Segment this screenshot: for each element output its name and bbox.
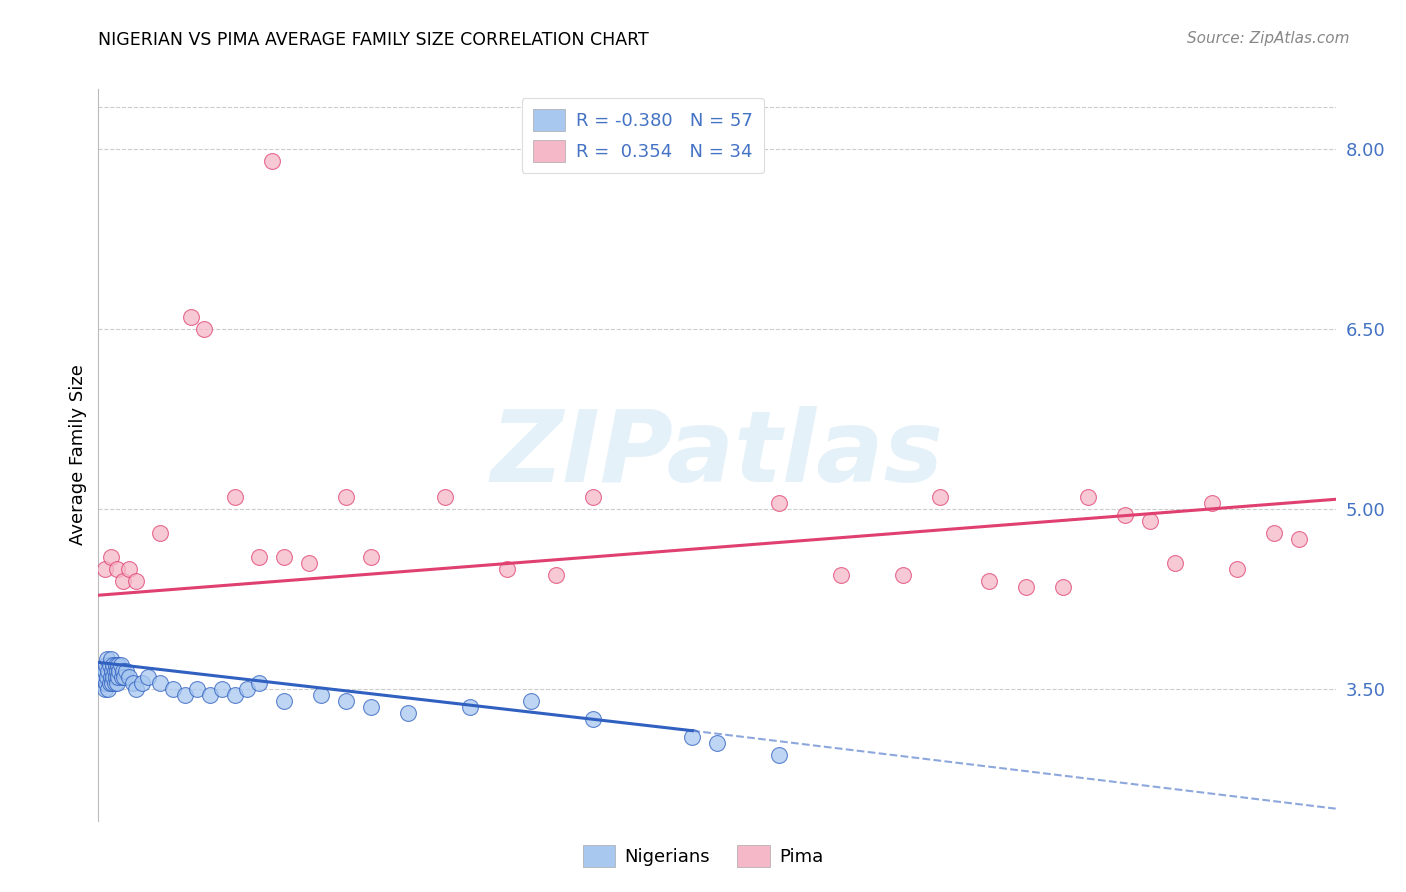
Y-axis label: Average Family Size: Average Family Size: [69, 365, 87, 545]
Point: [1201, 496, 1223, 510]
Point: [103, 670, 125, 684]
Point: [100, 652, 122, 666]
Point: [101, 664, 124, 678]
Point: [1052, 580, 1074, 594]
Point: [118, 670, 141, 684]
Point: [110, 657, 132, 672]
Point: [582, 712, 605, 726]
Point: [335, 490, 357, 504]
Point: [93, 664, 115, 678]
Text: ZIPatlas: ZIPatlas: [491, 407, 943, 503]
Point: [174, 688, 197, 702]
Point: [495, 562, 517, 576]
Point: [396, 706, 419, 720]
Point: [136, 670, 159, 684]
Point: [101, 675, 124, 690]
Point: [149, 525, 172, 540]
Point: [118, 562, 141, 576]
Point: [94, 675, 117, 690]
Point: [260, 154, 283, 169]
Point: [458, 699, 481, 714]
Point: [124, 574, 146, 588]
Point: [112, 664, 135, 678]
Point: [93, 681, 115, 696]
Point: [1263, 525, 1285, 540]
Point: [891, 567, 914, 582]
Point: [1114, 508, 1136, 522]
Point: [360, 549, 382, 564]
Point: [928, 490, 950, 504]
Point: [107, 670, 129, 684]
Text: Source: ZipAtlas.com: Source: ZipAtlas.com: [1187, 31, 1350, 46]
Point: [105, 675, 128, 690]
Point: [433, 490, 456, 504]
Point: [193, 322, 215, 336]
Point: [97, 664, 120, 678]
Point: [100, 549, 122, 564]
Point: [98, 675, 121, 690]
Point: [122, 675, 145, 690]
Point: [520, 694, 543, 708]
Point: [114, 664, 136, 678]
Point: [112, 670, 135, 684]
Point: [104, 670, 127, 684]
Point: [96, 670, 118, 684]
Legend: Nigerians, Pima: Nigerians, Pima: [576, 838, 830, 874]
Point: [186, 681, 208, 696]
Point: [180, 310, 202, 324]
Point: [1139, 514, 1161, 528]
Point: [104, 657, 127, 672]
Point: [98, 657, 121, 672]
Point: [236, 681, 259, 696]
Point: [211, 681, 233, 696]
Point: [273, 694, 295, 708]
Point: [224, 688, 246, 702]
Point: [91, 675, 114, 690]
Point: [131, 675, 153, 690]
Text: NIGERIAN VS PIMA AVERAGE FAMILY SIZE CORRELATION CHART: NIGERIAN VS PIMA AVERAGE FAMILY SIZE COR…: [98, 31, 650, 49]
Point: [224, 490, 246, 504]
Point: [149, 675, 172, 690]
Point: [768, 747, 790, 762]
Point: [1077, 490, 1099, 504]
Point: [1226, 562, 1249, 576]
Point: [103, 657, 125, 672]
Point: [105, 664, 128, 678]
Point: [105, 562, 128, 576]
Point: [247, 549, 270, 564]
Point: [94, 657, 117, 672]
Legend: R = -0.380   N = 57, R =  0.354   N = 34: R = -0.380 N = 57, R = 0.354 N = 34: [522, 98, 763, 173]
Point: [93, 562, 115, 576]
Point: [360, 699, 382, 714]
Point: [1288, 532, 1310, 546]
Point: [273, 549, 295, 564]
Point: [681, 730, 703, 744]
Point: [198, 688, 221, 702]
Point: [103, 675, 125, 690]
Point: [107, 657, 129, 672]
Point: [582, 490, 605, 504]
Point: [97, 681, 120, 696]
Point: [335, 694, 357, 708]
Point: [298, 556, 321, 570]
Point: [1015, 580, 1038, 594]
Point: [309, 688, 332, 702]
Point: [1164, 556, 1187, 570]
Point: [108, 664, 131, 678]
Point: [162, 681, 184, 696]
Point: [979, 574, 1001, 588]
Point: [96, 652, 118, 666]
Point: [706, 736, 728, 750]
Point: [546, 567, 568, 582]
Point: [247, 675, 270, 690]
Point: [111, 670, 134, 684]
Point: [768, 496, 790, 510]
Point: [830, 567, 852, 582]
Point: [124, 681, 146, 696]
Point: [93, 670, 115, 684]
Point: [112, 574, 135, 588]
Point: [103, 664, 125, 678]
Point: [100, 670, 122, 684]
